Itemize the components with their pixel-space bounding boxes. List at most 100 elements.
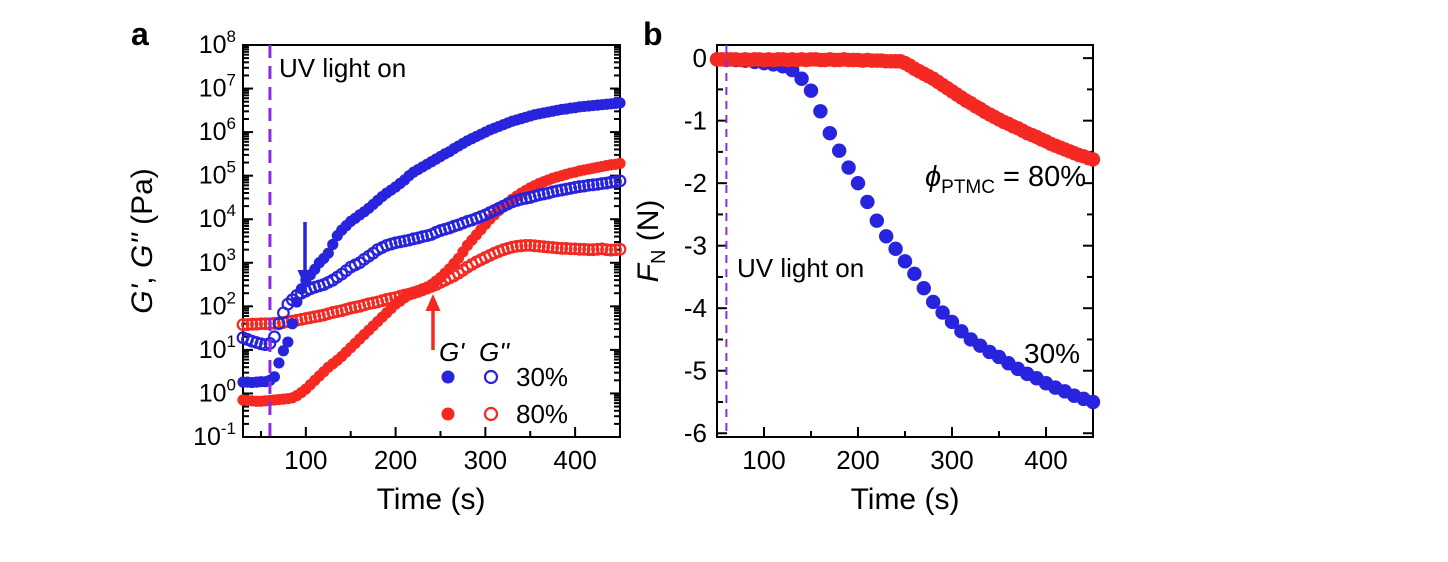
panel-a: 100 200 300 400 108 107 106 105 104 103 102 101 100 1… (126, 16, 627, 516)
y-tick-label: -6 (684, 418, 707, 448)
label-30-percent: 30% (1024, 338, 1080, 369)
data-point (268, 371, 281, 383)
data-point (600, 243, 613, 257)
panel-b-plot: 100 200 300 400 0 -1 -2 -3 -4 -5 -6 (684, 43, 1101, 475)
data-point (559, 242, 573, 255)
arrow-head-up-icon (425, 294, 441, 311)
y-tick-label: -1 (684, 106, 707, 136)
data-point (803, 83, 819, 98)
arrow-head-down-icon (297, 270, 313, 287)
panel-b-uv-annotation: UV light on (737, 253, 864, 283)
data-point (282, 336, 294, 348)
data-point (510, 239, 524, 253)
data-point (577, 242, 591, 256)
y-tick-label: -4 (684, 293, 707, 323)
y-title-N-subscript: N (648, 250, 670, 264)
legend-row-30-label: 30% (516, 362, 568, 392)
y-title-F: F (632, 262, 665, 282)
data-point (532, 239, 546, 253)
series-g-30- (237, 97, 626, 389)
y-title-g-prime: G' (126, 283, 159, 313)
data-point (514, 239, 528, 253)
data-point (935, 305, 950, 320)
phi-symbol: ϕ (925, 161, 941, 193)
data-point (869, 213, 884, 228)
x-tick-label: 300 (464, 445, 507, 475)
data-point (613, 242, 627, 256)
y-tick-label: 104 (199, 201, 236, 233)
y-title-unit: (N) (632, 200, 665, 250)
x-tick-label: 200 (836, 445, 879, 475)
data-point (245, 317, 259, 331)
data-point (907, 266, 922, 282)
phi-subscript: PTMC (941, 177, 995, 198)
data-point (595, 177, 609, 190)
y-tick-label: -2 (684, 168, 707, 198)
data-point (322, 247, 334, 259)
panel-b-letter: b (643, 16, 663, 52)
gel-point-arrow-30 (297, 222, 313, 287)
data-point (277, 345, 289, 357)
data-point (519, 238, 533, 252)
data-point (822, 125, 837, 141)
legend-marker-gprime-80-icon (441, 407, 455, 421)
data-point (546, 241, 560, 254)
panel-b-y-axis-title: FN (N) (632, 200, 670, 283)
data-point (850, 175, 866, 191)
panel-a-y-axis-title: G', G'' (Pa) (126, 168, 159, 314)
data-point (568, 242, 582, 256)
data-point (944, 314, 960, 330)
data-point (295, 283, 307, 295)
x-tick-label: 300 (930, 445, 973, 475)
data-point (541, 240, 555, 254)
x-tick-label: 100 (284, 445, 327, 475)
data-point (604, 243, 618, 257)
data-point (813, 104, 828, 119)
panel-a-plot: 100 200 300 400 108 107 106 105 104 103 102 101 100 1… (193, 27, 627, 475)
data-point (916, 281, 931, 296)
data-point (582, 243, 595, 257)
panel-b-x-axis-title: Time (s) (851, 483, 960, 516)
data-point (614, 97, 626, 109)
y-tick-label: 0 (693, 43, 707, 73)
data-point (591, 242, 604, 256)
legend-marker-gdoubleprime-80-icon (483, 406, 499, 422)
x-tick-label: 100 (742, 445, 785, 475)
phi-value: = 80% (995, 161, 1086, 193)
data-point (291, 296, 303, 308)
y-title-separator: , (126, 268, 159, 285)
y-tick-label: 10-1 (193, 419, 236, 451)
data-point (268, 330, 281, 344)
y-title-unit: (Pa) (126, 168, 159, 233)
x-tick-label: 200 (374, 445, 417, 475)
panel-a-letter: a (131, 16, 149, 52)
y-title-g-doubleprime: G'' (126, 232, 159, 268)
y-tick-label: 107 (199, 71, 236, 103)
data-point (273, 357, 285, 369)
data-point (537, 240, 551, 254)
y-tick-label: 108 (199, 27, 236, 59)
panel-a-uv-annotation: UV light on (279, 53, 406, 83)
data-point (794, 71, 809, 86)
data-point (573, 180, 587, 193)
data-point (586, 178, 600, 192)
data-point (564, 242, 578, 256)
data-point (832, 143, 847, 158)
phi-ptmc-80-annotation: ϕPTMC = 80% (925, 161, 1086, 198)
data-point (272, 317, 286, 331)
y-tick-label: 101 (199, 332, 236, 364)
x-tick-label: 400 (1024, 445, 1067, 475)
data-point (841, 160, 856, 175)
series-80- (709, 52, 1101, 167)
data-point (254, 317, 268, 331)
data-point (1085, 394, 1101, 410)
data-point (1085, 152, 1101, 167)
data-point (528, 239, 542, 253)
series-g-80- (237, 157, 626, 407)
x-tick-label: 400 (553, 445, 596, 475)
data-point (609, 243, 622, 257)
y-tick-label: 102 (199, 288, 236, 320)
legend-marker-gdoubleprime-30-icon (483, 369, 499, 385)
